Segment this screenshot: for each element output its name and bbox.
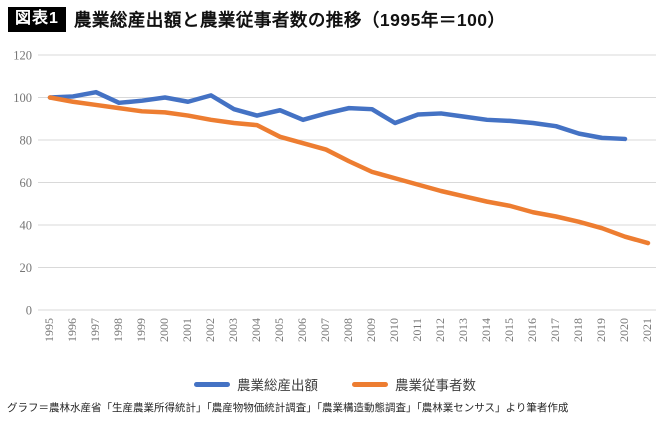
figure-badge: 図表1 bbox=[8, 7, 66, 32]
page-title: 農業総産出額と農業従事者数の推移（1995年＝100） bbox=[73, 10, 506, 30]
x-tick-label: 2008 bbox=[341, 318, 355, 342]
legend-label: 農業総産出額 bbox=[237, 378, 318, 393]
x-tick-label: 1997 bbox=[88, 318, 102, 342]
x-tick-label: 1998 bbox=[111, 318, 125, 342]
x-tick-label: 2004 bbox=[249, 318, 263, 342]
y-tick-label: 0 bbox=[26, 304, 32, 318]
x-tick-label: 2020 bbox=[617, 318, 631, 342]
legend-item-workers: 農業従事者数 bbox=[352, 374, 476, 394]
x-tick-label: 2015 bbox=[502, 318, 516, 342]
x-tick-label: 2014 bbox=[479, 318, 493, 342]
series-line-0 bbox=[47, 89, 628, 142]
y-tick-label: 60 bbox=[20, 176, 33, 190]
chart-header: 図表1 農業総産出額と農業従事者数の推移（1995年＝100） bbox=[8, 7, 506, 32]
line-chart: 0 20 40 60 80 100 120 1995 1996 1997 1998 1999 2000 2… bbox=[0, 40, 670, 370]
x-tick-label: 2017 bbox=[548, 318, 562, 342]
x-tick-label: 2000 bbox=[157, 318, 171, 342]
x-tick-label: 2001 bbox=[180, 318, 194, 342]
x-tick-label: 2012 bbox=[433, 318, 447, 342]
x-tick-label: 2011 bbox=[410, 318, 424, 342]
x-tick-label: 2016 bbox=[525, 318, 539, 342]
legend-line-swatch-orange bbox=[352, 381, 388, 387]
x-tick-label: 2006 bbox=[295, 318, 309, 342]
x-tick-label: 2018 bbox=[571, 318, 585, 342]
x-tick-label: 2009 bbox=[364, 318, 378, 342]
x-tick-label: 2002 bbox=[203, 318, 217, 342]
x-tick-label: 2021 bbox=[640, 318, 654, 342]
x-tick-label: 2007 bbox=[318, 318, 332, 342]
x-tick-label: 2010 bbox=[387, 318, 401, 342]
legend-label: 農業従事者数 bbox=[395, 378, 476, 393]
x-tick-label: 2013 bbox=[456, 318, 470, 342]
x-tick-label: 1999 bbox=[134, 318, 148, 342]
y-tick-label: 80 bbox=[20, 134, 33, 148]
chart-legend: 農業総産出額 農業従事者数 bbox=[0, 374, 670, 394]
legend-line-swatch-blue bbox=[194, 381, 230, 387]
chart-canvas: 0 20 40 60 80 100 120 1995 1996 1997 1998 1999 2000 2… bbox=[13, 49, 656, 342]
x-tick-label: 1996 bbox=[65, 318, 79, 342]
x-tick-label: 1995 bbox=[42, 318, 56, 342]
y-tick-label: 100 bbox=[13, 91, 32, 105]
x-tick-label: 2003 bbox=[226, 318, 240, 342]
source-note: グラフ＝農林水産省「生産農業所得統計」「農産物物価統計調査」「農業構造動態調査」… bbox=[7, 402, 569, 414]
x-tick-label: 2005 bbox=[272, 318, 286, 342]
y-tick-label: 20 bbox=[20, 261, 33, 275]
legend-item-output: 農業総産出額 bbox=[194, 374, 318, 394]
x-tick-label: 2019 bbox=[594, 318, 608, 342]
y-tick-label: 120 bbox=[13, 49, 32, 63]
y-tick-label: 40 bbox=[20, 219, 33, 233]
series-line-1 bbox=[47, 95, 651, 246]
